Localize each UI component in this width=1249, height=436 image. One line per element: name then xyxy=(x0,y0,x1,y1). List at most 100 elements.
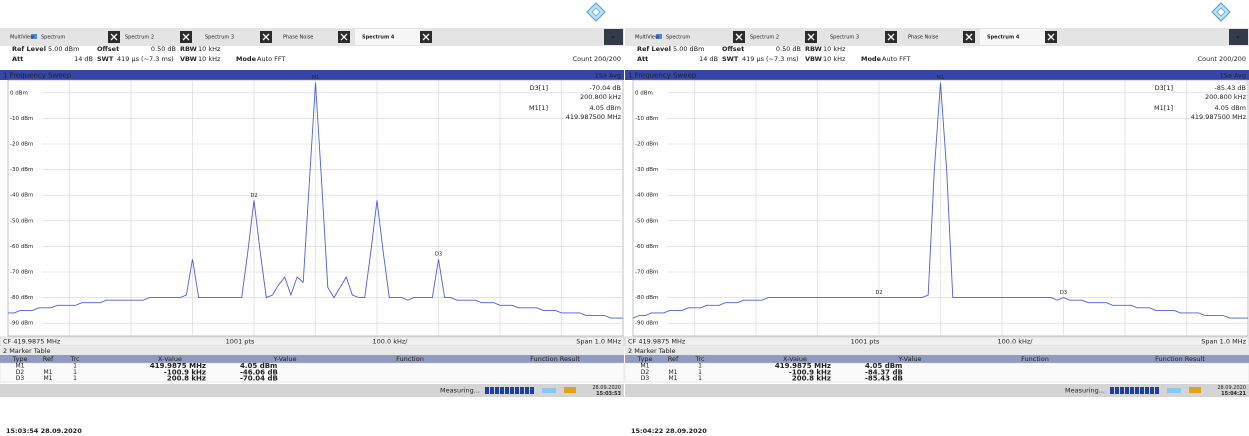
table-column: Type xyxy=(12,355,28,363)
table-column: Ref xyxy=(668,355,679,363)
table-title: 2 Marker Table xyxy=(3,347,51,355)
window-title-bar xyxy=(625,70,1249,80)
progress-segment xyxy=(1115,387,1119,394)
status-icon xyxy=(1167,388,1181,393)
window-title-bar xyxy=(0,70,624,80)
y-tick-label: -50 dBm xyxy=(635,218,658,224)
y-tick-label: -30 dBm xyxy=(10,167,33,173)
progress-segment xyxy=(505,387,509,394)
marker-label: D3 xyxy=(1060,290,1067,296)
setting: Auto FFT xyxy=(257,55,286,63)
setting: SWT xyxy=(97,55,114,63)
cell-y: 4.05 dBm xyxy=(240,362,277,370)
setting: 10 kHz xyxy=(823,45,846,53)
table-title-bar xyxy=(625,347,1249,355)
progress-segment xyxy=(1155,387,1159,394)
tab-label: Spectrum 4 xyxy=(987,35,1020,41)
status-icon xyxy=(542,388,556,393)
table-column: Function Result xyxy=(530,355,580,363)
cell-ref: M1 xyxy=(669,369,678,376)
tab-label: Phase Noise xyxy=(908,35,938,41)
y-tick-label: -10 dBm xyxy=(635,116,658,122)
status-date: 28.09.2020 xyxy=(592,385,621,391)
marker-label: D3 xyxy=(435,252,442,258)
progress-segment xyxy=(530,387,534,394)
table-column: Ref xyxy=(43,355,54,363)
cell-type: D3 xyxy=(16,375,25,382)
cell-trc: 1 xyxy=(698,375,702,382)
footer-div: 100.0 kHz/ xyxy=(998,338,1034,346)
table-body xyxy=(0,362,625,383)
avg-label: 1Sa Avg xyxy=(1220,72,1246,80)
tab-close-x xyxy=(262,33,270,41)
logo-inner xyxy=(1216,7,1226,17)
y-tick-label: -40 dBm xyxy=(635,193,658,199)
progress-segment xyxy=(1120,387,1124,394)
table-column: Trc xyxy=(69,355,80,363)
setting: 0.50 dB xyxy=(151,45,176,53)
cell-y: -84.37 dB xyxy=(865,368,903,376)
setting: Offset xyxy=(722,45,744,53)
caption: 15:04:22 28.09.2020 xyxy=(631,427,707,435)
status-date: 28.09.2020 xyxy=(1217,385,1246,391)
tab-close-x xyxy=(340,33,348,41)
setting: Mode xyxy=(861,55,882,63)
setting: SWT xyxy=(722,55,739,63)
readout-name: M1[1] xyxy=(1154,104,1173,112)
readout-y: -70.04 dB xyxy=(589,84,621,92)
trace xyxy=(632,82,1248,319)
progress-segment xyxy=(1150,387,1154,394)
tab-icon xyxy=(31,34,37,39)
cell-trc: 1 xyxy=(73,369,77,376)
menu-button[interactable] xyxy=(604,29,623,45)
status-state: Measuring... xyxy=(440,387,480,395)
table-header xyxy=(625,355,1249,363)
table-title-bar xyxy=(0,347,624,355)
readout-name: D3[1] xyxy=(530,84,548,92)
table-column: X-Value xyxy=(158,355,182,363)
setting: RBW xyxy=(805,45,822,53)
progress-segment xyxy=(485,387,489,394)
y-tick-label: -70 dBm xyxy=(10,270,33,276)
cell-x: -100.9 kHz xyxy=(164,368,206,376)
plot-footer xyxy=(0,336,625,347)
cell-x: -100.9 kHz xyxy=(789,368,831,376)
y-tick-label: -30 dBm xyxy=(635,167,658,173)
y-tick-label: -40 dBm xyxy=(10,193,33,199)
cell-type: D2 xyxy=(641,369,650,376)
cell-y: -85.43 dB xyxy=(865,375,903,383)
setting: Auto FFT xyxy=(882,55,911,63)
y-tick-label: -10 dBm xyxy=(10,116,33,122)
setting: 10 kHz xyxy=(823,55,846,63)
menu-button[interactable] xyxy=(1229,29,1248,45)
table-column: Function xyxy=(396,355,424,363)
table-column: Type xyxy=(637,355,653,363)
tab-label: MultiView xyxy=(635,35,659,41)
setting: 419 µs (~7.3 ms) xyxy=(117,55,174,63)
cell-type: M1 xyxy=(641,363,650,370)
marker-label: M1 xyxy=(312,75,320,81)
progress-segment xyxy=(515,387,519,394)
cell-ref: M1 xyxy=(669,375,678,382)
readout-x: 200.800 kHz xyxy=(1205,93,1247,101)
tab-close-x xyxy=(735,33,743,41)
progress-segment xyxy=(1110,387,1114,394)
tab-label: Spectrum 3 xyxy=(205,35,234,41)
readout-name: D3[1] xyxy=(1155,84,1173,92)
cell-x: 419.9875 MHz xyxy=(150,362,206,370)
readout-name: M1[1] xyxy=(529,104,548,112)
tab-bar xyxy=(0,28,624,46)
marker-label: D2 xyxy=(250,193,257,199)
table-column: Y-Value xyxy=(272,355,296,363)
table-body xyxy=(624,362,1249,383)
cell-ref: M1 xyxy=(44,369,53,376)
cell-trc: 1 xyxy=(698,363,702,370)
tab-label: MultiView xyxy=(10,35,34,41)
footer-div: 100.0 kHz/ xyxy=(373,338,409,346)
status-icon xyxy=(1189,387,1201,393)
progress-segment xyxy=(490,387,494,394)
caption: 15:03:54 28.09.2020 xyxy=(6,427,82,435)
status-bar xyxy=(625,384,1249,397)
setting: Mode xyxy=(236,55,257,63)
